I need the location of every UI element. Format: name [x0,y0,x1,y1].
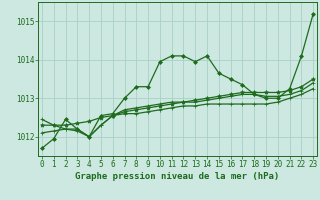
X-axis label: Graphe pression niveau de la mer (hPa): Graphe pression niveau de la mer (hPa) [76,172,280,181]
